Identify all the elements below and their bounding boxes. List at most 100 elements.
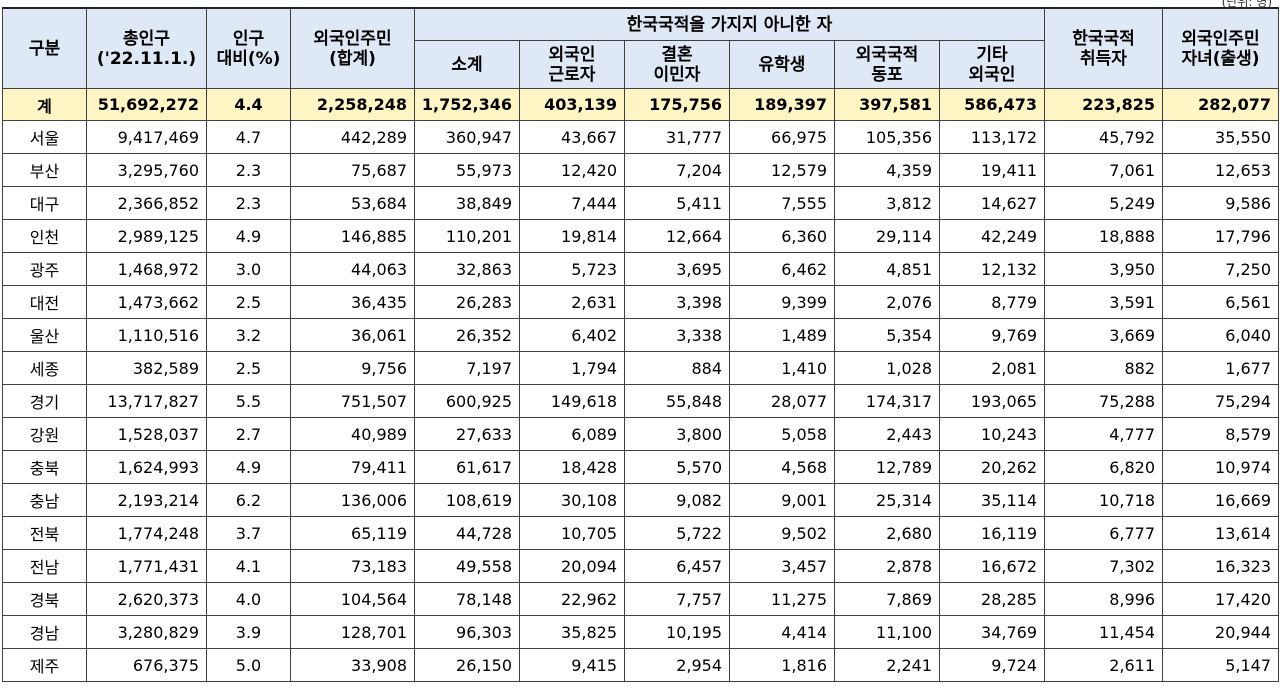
table-cell: 1,473,662 bbox=[86, 285, 207, 319]
header-other-foreigners: 기타 외국인 bbox=[939, 40, 1045, 89]
table-cell: 382,589 bbox=[86, 351, 207, 385]
table-cell: 9,756 bbox=[290, 351, 415, 385]
table-row: 대구 2,366,852 2.3 53,684 38,849 7,444 5,411 7,55… bbox=[2, 186, 1279, 220]
table-cell: 4,414 bbox=[729, 615, 835, 649]
table-cell: 193,065 bbox=[939, 384, 1045, 418]
header-foreign-residents-total: 외국인주민 (합계) bbox=[290, 7, 415, 89]
table-cell: 9,001 bbox=[729, 483, 835, 517]
table-cell: 9,724 bbox=[939, 648, 1045, 682]
table-cell: 11,454 bbox=[1044, 615, 1163, 649]
table-cell: 3,695 bbox=[624, 252, 730, 286]
table-cell: 73,183 bbox=[290, 549, 415, 583]
table-cell: 282,077 bbox=[1162, 88, 1279, 121]
region-name: 제주 bbox=[2, 648, 87, 682]
table-cell: 1,677 bbox=[1162, 351, 1279, 385]
table-cell: 1,468,972 bbox=[86, 252, 207, 286]
header-students: 유학생 bbox=[729, 40, 835, 89]
table-cell: 49,558 bbox=[414, 549, 520, 583]
table-cell: 16,119 bbox=[939, 516, 1045, 550]
table-cell: 5,723 bbox=[519, 252, 625, 286]
header-subtotal: 소계 bbox=[414, 40, 520, 89]
table-cell: 8,579 bbox=[1162, 417, 1279, 451]
table-cell: 174,317 bbox=[834, 384, 940, 418]
table-cell: 9,399 bbox=[729, 285, 835, 319]
header-population-ratio: 인구 대비(%) bbox=[206, 7, 291, 89]
table-cell: 2,954 bbox=[624, 648, 730, 682]
table-cell: 28,077 bbox=[729, 384, 835, 418]
table-cell: 35,550 bbox=[1162, 120, 1279, 154]
table-cell: 10,195 bbox=[624, 615, 730, 649]
table-cell: 2,443 bbox=[834, 417, 940, 451]
table-cell: 1,794 bbox=[519, 351, 625, 385]
table-cell: 175,756 bbox=[624, 88, 730, 121]
table-cell: 7,302 bbox=[1044, 549, 1163, 583]
table-header: 구분 총인구 ('22.11.1.) 인구 대비(%) 외국인주민 (합계) 한국국적… bbox=[2, 7, 1279, 89]
table-cell: 1,624,993 bbox=[86, 450, 207, 484]
table-cell: 19,814 bbox=[519, 219, 625, 253]
table-cell: 6,462 bbox=[729, 252, 835, 286]
region-name: 인천 bbox=[2, 219, 87, 253]
table-cell: 65,119 bbox=[290, 516, 415, 550]
table-cell: 882 bbox=[1044, 351, 1163, 385]
table-cell: 13,614 bbox=[1162, 516, 1279, 550]
table-cell: 75,288 bbox=[1044, 384, 1163, 418]
table-cell: 189,397 bbox=[729, 88, 835, 121]
table-cell: 55,848 bbox=[624, 384, 730, 418]
table-cell: 360,947 bbox=[414, 120, 520, 154]
table-cell: 13,717,827 bbox=[86, 384, 207, 418]
table-cell: 17,420 bbox=[1162, 582, 1279, 616]
table-cell: 78,148 bbox=[414, 582, 520, 616]
table-cell: 3,800 bbox=[624, 417, 730, 451]
table-row: 경기 13,717,827 5.5 751,507 600,925 149,618 55,8… bbox=[2, 384, 1279, 418]
table-cell: 3,669 bbox=[1044, 318, 1163, 352]
table-cell: 2,241 bbox=[834, 648, 940, 682]
table-cell: 20,944 bbox=[1162, 615, 1279, 649]
table-cell: 5.5 bbox=[206, 384, 291, 418]
table-cell: 1,771,431 bbox=[86, 549, 207, 583]
table-cell: 4.0 bbox=[206, 582, 291, 616]
table-cell: 12,653 bbox=[1162, 153, 1279, 187]
table-row: 부산 3,295,760 2.3 75,687 55,973 12,420 7,204 12,… bbox=[2, 153, 1279, 187]
table-cell: 136,006 bbox=[290, 483, 415, 517]
table-cell: 계 bbox=[2, 88, 87, 121]
table-cell: 16,323 bbox=[1162, 549, 1279, 583]
header-naturalized: 한국국적 취득자 bbox=[1044, 7, 1163, 89]
table-cell: 3,950 bbox=[1044, 252, 1163, 286]
region-name: 전남 bbox=[2, 549, 87, 583]
table-cell: 3,338 bbox=[624, 318, 730, 352]
table-cell: 66,975 bbox=[729, 120, 835, 154]
table-cell: 1,528,037 bbox=[86, 417, 207, 451]
table-cell: 51,692,272 bbox=[86, 88, 207, 121]
table-cell: 2,989,125 bbox=[86, 219, 207, 253]
table-cell: 26,352 bbox=[414, 318, 520, 352]
table-cell: 20,094 bbox=[519, 549, 625, 583]
table-cell: 3,280,829 bbox=[86, 615, 207, 649]
header-total-population: 총인구 ('22.11.1.) bbox=[86, 7, 207, 89]
table-cell: 22,962 bbox=[519, 582, 625, 616]
table-row: 경남 3,280,829 3.9 128,701 96,303 35,825 10,195 4… bbox=[2, 615, 1279, 649]
table-cell: 5.0 bbox=[206, 648, 291, 682]
region-name: 충북 bbox=[2, 450, 87, 484]
table-row: 광주 1,468,972 3.0 44,063 32,863 5,723 3,695 6,46… bbox=[2, 252, 1279, 286]
table-cell: 7,757 bbox=[624, 582, 730, 616]
table-cell: 2,366,852 bbox=[86, 186, 207, 220]
region-name: 울산 bbox=[2, 318, 87, 352]
table-cell: 44,063 bbox=[290, 252, 415, 286]
region-name: 부산 bbox=[2, 153, 87, 187]
table-cell: 4.9 bbox=[206, 450, 291, 484]
table-cell: 36,435 bbox=[290, 285, 415, 319]
header-korean-diaspora: 외국국적 동포 bbox=[834, 40, 940, 89]
table-cell: 403,139 bbox=[519, 88, 625, 121]
table-cell: 3.7 bbox=[206, 516, 291, 550]
table-cell: 884 bbox=[624, 351, 730, 385]
table-cell: 42,249 bbox=[939, 219, 1045, 253]
table-cell: 3,295,760 bbox=[86, 153, 207, 187]
region-name: 경북 bbox=[2, 582, 87, 616]
table-cell: 5,058 bbox=[729, 417, 835, 451]
table-cell: 146,885 bbox=[290, 219, 415, 253]
table-cell: 6,457 bbox=[624, 549, 730, 583]
table-cell: 29,114 bbox=[834, 219, 940, 253]
table-cell: 586,473 bbox=[939, 88, 1045, 121]
table-cell: 7,197 bbox=[414, 351, 520, 385]
table-cell: 40,989 bbox=[290, 417, 415, 451]
